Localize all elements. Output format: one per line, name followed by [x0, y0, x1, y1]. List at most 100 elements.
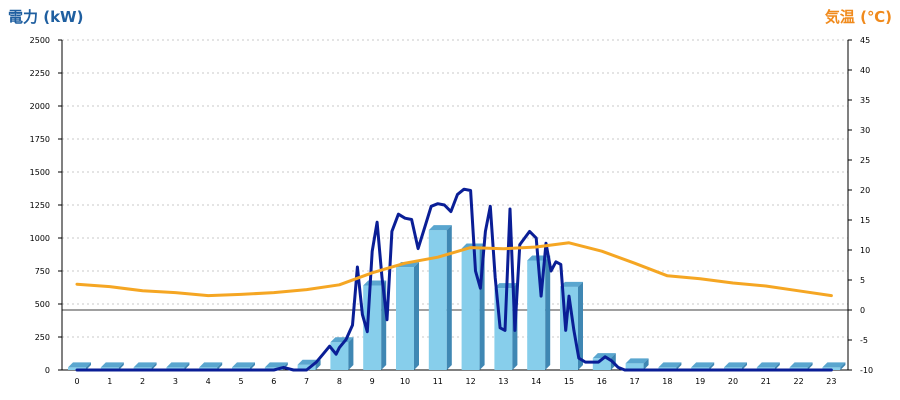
y-right-tick-label: 20: [860, 186, 870, 195]
bar-front: [297, 364, 316, 370]
bar-side: [807, 362, 813, 370]
y-right-tick-label: -10: [860, 366, 873, 375]
bar-front: [330, 342, 349, 370]
y-left-tick-label: 0: [45, 366, 50, 375]
bar-side: [446, 225, 452, 370]
bar-side: [742, 362, 747, 370]
bar-front: [461, 248, 480, 370]
y-right-tick-label: 45: [860, 36, 870, 45]
y-left-tick-label: 1000: [30, 234, 50, 243]
power-bar: [461, 243, 485, 370]
power-bar: [428, 225, 452, 370]
bar-side: [578, 281, 583, 370]
x-tick-label: 22: [794, 377, 804, 386]
x-tick-label: 4: [206, 377, 211, 386]
bar-front: [396, 267, 414, 370]
bar-front: [625, 363, 644, 370]
y-left-axis-title: 電力 (kW): [8, 8, 84, 26]
bar-side: [250, 362, 255, 370]
x-tick-label: 15: [564, 377, 574, 386]
bar-side: [414, 262, 419, 370]
x-tick-label: 3: [173, 377, 178, 386]
y-right-tick-label: 10: [860, 246, 870, 255]
bar-side: [348, 337, 354, 370]
bar-top: [560, 281, 583, 287]
bar-front: [428, 230, 447, 370]
y-left-tick-label: 750: [35, 267, 50, 276]
y-right-tick-label: 35: [860, 96, 870, 105]
bar-side: [151, 362, 157, 370]
x-tick-label: 10: [400, 377, 410, 386]
bar-side: [86, 362, 91, 370]
bar-top: [133, 362, 157, 368]
y-right-tick-label: 15: [860, 216, 870, 225]
x-tick-label: 8: [337, 377, 342, 386]
y-right-tick-label: -5: [860, 336, 868, 345]
y-right-tick-label: 5: [860, 276, 865, 285]
y-right-tick-label: 30: [860, 126, 870, 135]
x-tick-label: 20: [728, 377, 738, 386]
x-tick-label: 19: [695, 377, 705, 386]
bar-top: [789, 362, 813, 368]
bar-side: [217, 362, 223, 370]
bar-side: [184, 362, 190, 370]
bar-side: [840, 362, 846, 370]
bar-top: [264, 362, 288, 368]
bar-top: [756, 362, 780, 368]
x-tick-label: 5: [238, 377, 243, 386]
y-left-tick-label: 1250: [30, 201, 50, 210]
bar-top: [724, 362, 747, 368]
bar-side: [315, 359, 321, 370]
x-tick-label: 23: [826, 377, 836, 386]
bar-side: [545, 255, 551, 370]
bar-side: [774, 362, 780, 370]
bar-top: [625, 358, 649, 364]
bar-side: [676, 362, 682, 370]
bar-side: [118, 362, 124, 370]
x-tick-label: 13: [498, 377, 508, 386]
power-bar: [396, 262, 419, 370]
y-left-tick-label: 500: [35, 300, 50, 309]
y-left-tick-label: 2000: [30, 102, 50, 111]
y-left-tick-label: 2500: [30, 36, 50, 45]
bar-top: [232, 362, 255, 368]
y-left-tick-label: 2250: [30, 69, 50, 78]
power-bar: [625, 358, 649, 370]
x-tick-label: 2: [140, 377, 145, 386]
x-tick-label: 12: [466, 377, 476, 386]
bar-top: [658, 362, 682, 368]
bar-side: [709, 362, 715, 370]
y-left-tick-label: 250: [35, 333, 50, 342]
y-left-tick-label: 1500: [30, 168, 50, 177]
x-tick-label: 14: [531, 377, 541, 386]
y-right-axis-title: 気温 (℃): [824, 8, 892, 26]
power-line: [75, 187, 833, 372]
x-tick-label: 21: [761, 377, 771, 386]
x-tick-label: 9: [370, 377, 375, 386]
bar-top: [100, 362, 124, 368]
power-bar: [330, 337, 354, 370]
x-tick-label: 17: [630, 377, 640, 386]
y-right-tick-label: 0: [860, 306, 865, 315]
bar-top: [166, 362, 190, 368]
bar-top: [691, 362, 715, 368]
x-tick-label: 11: [433, 377, 443, 386]
x-tick-label: 7: [304, 377, 309, 386]
bar-top: [199, 362, 223, 368]
x-tick-label: 6: [271, 377, 276, 386]
x-tick-label: 16: [597, 377, 607, 386]
y-left-tick-label: 1750: [30, 135, 50, 144]
bar-front: [592, 358, 611, 370]
bar-side: [643, 358, 649, 370]
bar-top: [428, 225, 452, 231]
bar-top: [68, 362, 91, 368]
temperature-line: [75, 241, 833, 298]
y-right-tick-label: 25: [860, 156, 870, 165]
x-tick-label: 1: [107, 377, 112, 386]
y-right-tick-label: 40: [860, 66, 870, 75]
bar-top: [822, 362, 846, 368]
x-tick-label: 18: [662, 377, 672, 386]
x-tick-label: 0: [74, 377, 79, 386]
